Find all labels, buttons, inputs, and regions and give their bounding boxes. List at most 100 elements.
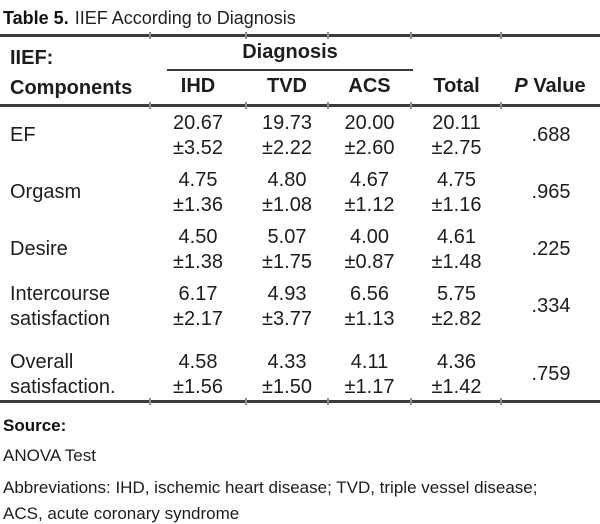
- abbreviations-line2: ACS, acute coronary syndrome: [3, 504, 240, 523]
- row-label-line1: Desire: [10, 238, 68, 260]
- bottom-rule: [0, 398, 600, 405]
- sd-value: ±1.42: [431, 375, 482, 398]
- cell-tvd: 4.93 ±3.77: [246, 278, 328, 335]
- sd-value: ±2.82: [431, 307, 482, 330]
- cell-acs: 20.00 ±2.60: [328, 107, 411, 164]
- table-row-intercourse-satisfaction: Intercourse satisfaction 6.17 ±2.17 4.93…: [0, 278, 600, 335]
- column-header-tvd: TVD: [267, 75, 307, 97]
- table-footer: Source: ANOVA Test Abbreviations: IHD, i…: [3, 403, 597, 524]
- row-label-line1: Overall: [10, 350, 74, 373]
- column-boundary-tick: [410, 398, 412, 405]
- table-title: Table 5. IIEF According to Diagnosis: [3, 7, 296, 29]
- sd-value: ±1.50: [262, 375, 312, 398]
- cell-tvd: 4.33 ±1.50: [246, 335, 328, 400]
- header-rule: [0, 102, 600, 109]
- mean-value: 4.75: [437, 168, 476, 191]
- cell-ihd: 20.67 ±3.52: [150, 107, 246, 164]
- source-text: ANOVA Test: [3, 446, 96, 465]
- column-boundary-tick: [245, 102, 247, 109]
- sd-value: ±2.75: [431, 136, 482, 159]
- table-row-desire: Desire 4.50 ±1.38 5.07 ±1.75 4.00 ±0.87 …: [0, 221, 600, 278]
- sd-value: ±1.56: [173, 375, 223, 398]
- sd-value: ±1.13: [344, 307, 395, 330]
- mean-value: 5.75: [437, 282, 476, 305]
- row-label-line1: Intercourse: [10, 282, 111, 305]
- column-boundary-tick: [245, 398, 247, 405]
- cell-total: 20.11 ±2.75: [411, 107, 502, 164]
- sd-value: ±2.17: [173, 307, 223, 330]
- mean-value: 4.50: [178, 225, 218, 248]
- sd-value: ±3.77: [262, 307, 312, 330]
- mean-value: 4.80: [267, 168, 307, 191]
- column-header-acs: ACS: [348, 75, 391, 97]
- sd-value: ±2.22: [262, 136, 312, 159]
- p-value: .965: [531, 181, 571, 203]
- column-boundary-tick: [410, 102, 412, 109]
- diagnosis-group-underline: [167, 69, 413, 71]
- column-header-ihd: IHD: [180, 75, 216, 97]
- row-label-line1: EF: [10, 124, 36, 146]
- row-label: Overall satisfaction.: [0, 335, 150, 400]
- abbreviations-line1: Abbreviations: IHD, ischemic heart disea…: [3, 478, 538, 497]
- table-header: IIEF: Components Diagnosis IHD TVD ACS T…: [0, 37, 600, 104]
- mean-value: 4.11: [350, 350, 389, 373]
- top-rule: [0, 32, 600, 39]
- mean-value: 4.33: [267, 350, 307, 373]
- stub-header-line2: Components: [10, 77, 133, 99]
- stub-header-line1: IIEF:: [10, 47, 54, 69]
- table-row-ef: EF 20.67 ±3.52 19.73 ±2.22 20.00 ±2.60 2…: [0, 107, 600, 164]
- abbreviations-note: Abbreviations: IHD, ischemic heart disea…: [3, 475, 597, 524]
- sd-value: ±1.12: [344, 193, 395, 216]
- mean-value: 20.67: [172, 111, 224, 134]
- cell-total: 4.61 ±1.48: [411, 221, 502, 278]
- table-body: EF 20.67 ±3.52 19.73 ±2.22 20.00 ±2.60 2…: [0, 107, 600, 400]
- p-italic: P: [514, 75, 528, 97]
- table-number: Table 5.: [3, 8, 69, 28]
- cell-pvalue: .225: [502, 221, 600, 278]
- sd-value: ±1.16: [431, 193, 482, 216]
- mean-value: 19.73: [261, 111, 313, 134]
- p-value: .334: [531, 295, 571, 317]
- p-value: .225: [531, 238, 571, 260]
- stub-header: IIEF: Components: [10, 43, 132, 103]
- cell-ihd: 6.17 ±2.17: [150, 278, 246, 335]
- cell-tvd: 5.07 ±1.75: [246, 221, 328, 278]
- cell-tvd: 4.80 ±1.08: [246, 164, 328, 221]
- sd-value: ±1.75: [262, 250, 312, 273]
- column-boundary-tick: [327, 102, 329, 109]
- cell-ihd: 4.58 ±1.56: [150, 335, 246, 400]
- sd-value: ±1.36: [173, 193, 223, 216]
- cell-pvalue: .759: [502, 335, 600, 400]
- sd-value: ±3.52: [173, 136, 223, 159]
- row-label-line1: Orgasm: [10, 181, 82, 203]
- mean-value: 4.36: [437, 350, 476, 373]
- mean-value: 6.17: [178, 282, 218, 305]
- cell-acs: 6.56 ±1.13: [328, 278, 411, 335]
- column-boundary-tick: [149, 102, 151, 109]
- cell-acs: 4.00 ±0.87: [328, 221, 411, 278]
- mean-value: 4.61: [437, 225, 476, 248]
- row-label: EF: [0, 107, 150, 164]
- column-boundary-tick: [245, 32, 247, 39]
- cell-pvalue: .334: [502, 278, 600, 335]
- cell-ihd: 4.50 ±1.38: [150, 221, 246, 278]
- cell-pvalue: .965: [502, 164, 600, 221]
- mean-value: 4.58: [178, 350, 218, 373]
- cell-total: 4.75 ±1.16: [411, 164, 502, 221]
- table-caption: IIEF According to Diagnosis: [74, 8, 296, 28]
- mean-value: 4.93: [267, 282, 307, 305]
- sd-value: ±0.87: [344, 250, 395, 273]
- row-label-line2: satisfaction: [10, 307, 111, 330]
- sd-value: ±2.60: [344, 136, 395, 159]
- row-label: Intercourse satisfaction: [0, 278, 150, 335]
- mean-value: 4.00: [350, 225, 389, 248]
- column-boundary-tick: [149, 32, 151, 39]
- column-boundary-tick: [410, 32, 412, 39]
- row-label: Desire: [0, 221, 150, 278]
- mean-value: 20.11: [432, 111, 481, 134]
- p-value-word: Value: [533, 75, 586, 97]
- column-boundary-tick: [149, 398, 151, 405]
- mean-value: 6.56: [350, 282, 389, 305]
- cell-acs: 4.67 ±1.12: [328, 164, 411, 221]
- column-header-pvalue: P Value: [502, 71, 598, 101]
